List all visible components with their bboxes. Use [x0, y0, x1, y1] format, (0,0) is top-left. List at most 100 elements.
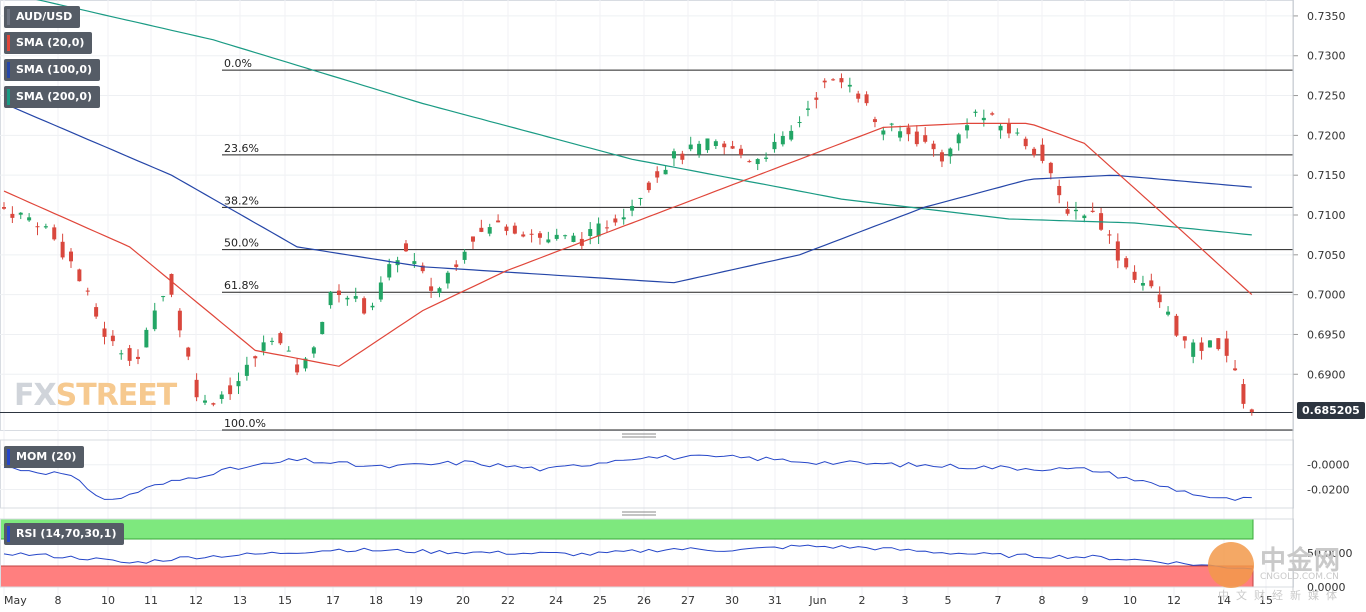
date-tick-label: 10 [101, 594, 115, 607]
candle-body [1182, 336, 1187, 341]
date-tick-label: 8 [1039, 594, 1046, 607]
price-tick-label: 0.6900 [1307, 368, 1346, 381]
candle-body [420, 265, 425, 272]
candle-body [161, 296, 166, 298]
candle-body [202, 400, 207, 403]
candle-body [236, 381, 241, 387]
symbol-legend[interactable]: AUD/USD [4, 6, 81, 28]
candle-body [1040, 144, 1045, 161]
candle-body [923, 135, 928, 142]
candle-body [353, 296, 358, 299]
candle-body [655, 171, 660, 178]
candle-body [10, 213, 15, 218]
candle-body [1149, 280, 1154, 287]
candle-body [77, 269, 82, 282]
candle-body [110, 335, 115, 342]
sma20-line [3, 122, 1253, 367]
candle-body [613, 218, 618, 223]
price-tick-label: 0.7150 [1307, 169, 1346, 182]
date-tick-label: 9 [1082, 594, 1089, 607]
candle-body [889, 123, 894, 125]
candle-body [755, 159, 760, 165]
candle-body [973, 111, 978, 113]
sma200-label: SMA (200,0) [16, 90, 93, 103]
candle-body [378, 282, 383, 300]
candle-body [948, 148, 953, 157]
candle-body [1224, 338, 1229, 356]
rsi-legend[interactable]: RSI (14,70,30,1) [4, 523, 125, 545]
candle-body [429, 286, 434, 291]
candle-body [1233, 368, 1238, 371]
candle-body [1140, 283, 1145, 286]
candle-body [1090, 210, 1095, 212]
candle-body [1065, 209, 1070, 214]
candle-body [965, 125, 970, 131]
mom-tick-label: -0.0200 [1307, 483, 1349, 496]
date-tick-label: 13 [233, 594, 247, 607]
momentum-pane: -0.0000 -0.0200 [0, 433, 1349, 509]
sma20-legend[interactable]: SMA (20,0) [4, 32, 93, 54]
candle-body [512, 225, 517, 234]
candle-body [445, 272, 450, 284]
rsi-pane: 50.0000 0.0000 [0, 511, 1353, 594]
candle-body [328, 291, 333, 306]
candle-body [1241, 384, 1246, 404]
date-tick-label: 17 [326, 594, 340, 607]
sma100-swatch [7, 62, 10, 78]
sma100-legend[interactable]: SMA (100,0) [4, 59, 101, 81]
candle-body [546, 239, 551, 243]
candle-body [814, 97, 819, 100]
candle-body [1199, 342, 1204, 351]
date-tick-label: 5 [945, 594, 952, 607]
date-tick-label: 26 [637, 594, 651, 607]
candle-body [1073, 209, 1078, 212]
date-tick-label: 11 [144, 594, 158, 607]
candle-body [604, 227, 609, 229]
candle-body [772, 141, 777, 150]
candle-body [320, 321, 325, 335]
candle-body [311, 347, 316, 354]
candle-body [1249, 409, 1254, 413]
candle-body [563, 235, 568, 237]
candle-body [764, 157, 769, 159]
candle-body [1023, 138, 1028, 147]
fib-label: 61.8% [224, 279, 259, 292]
candle-body [454, 264, 459, 267]
price-tick-label: 0.7050 [1307, 249, 1346, 262]
candle-body [1057, 185, 1062, 196]
candle-body [18, 212, 23, 215]
mom-label: MOM (20) [16, 450, 77, 463]
candle-body [705, 138, 710, 151]
candle-body [537, 233, 542, 238]
candle-body [839, 78, 844, 83]
candle-body [898, 131, 903, 138]
sma20-label: SMA (20,0) [16, 36, 85, 49]
sma200-line [36, 0, 1252, 236]
candle-body [571, 235, 576, 242]
candle-body [412, 261, 417, 264]
candle-body [479, 227, 484, 232]
date-tick-label: 15 [278, 594, 292, 607]
last-price-tag: 0.685205 [1297, 402, 1365, 419]
candle-body [1166, 311, 1171, 315]
candle-body [831, 79, 836, 81]
date-tick-label: 20 [456, 594, 470, 607]
sma200-legend[interactable]: SMA (200,0) [4, 86, 101, 108]
candle-body [85, 290, 90, 292]
date-tick-label: 8 [55, 594, 62, 607]
price-tick-label: 0.7250 [1307, 90, 1346, 103]
candle-body [219, 394, 224, 399]
rsi-label: RSI (14,70,30,1) [16, 527, 117, 540]
candle-body [730, 146, 735, 149]
price-tick-label: 0.7300 [1307, 50, 1346, 63]
candle-body [931, 143, 936, 150]
cngold-brand: 中金网 [1260, 546, 1342, 576]
candle-body [738, 148, 743, 155]
candle-body [487, 227, 492, 234]
candle-body [169, 273, 174, 295]
candle-body [303, 358, 308, 369]
mom-legend[interactable]: MOM (20) [4, 446, 85, 468]
fxstreet-watermark: FXSTREET [14, 378, 177, 413]
candle-body [638, 197, 643, 199]
